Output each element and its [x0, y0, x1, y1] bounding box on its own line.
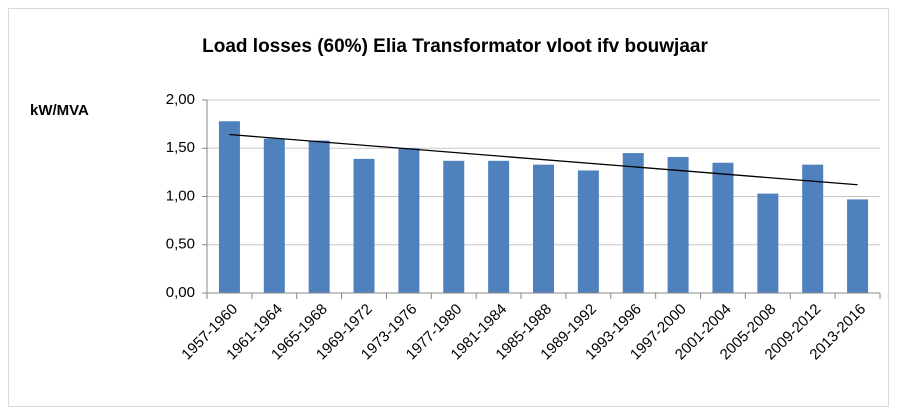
bar: [488, 160, 510, 293]
bar: [533, 164, 554, 293]
bar: [847, 199, 869, 293]
bar: [577, 170, 599, 293]
y-tick-label: 0,00: [166, 284, 195, 301]
bar: [757, 193, 779, 293]
y-tick-label: 1,50: [166, 139, 195, 156]
bar: [218, 121, 240, 293]
bar: [398, 148, 420, 293]
bar: [353, 158, 375, 293]
bar: [712, 162, 734, 293]
chart-title: Load losses (60%) Elia Transformator vlo…: [202, 36, 708, 57]
bar: [802, 164, 824, 293]
bar: [443, 160, 465, 293]
y-tick-label: 0,50: [166, 236, 195, 253]
bar: [263, 138, 285, 293]
y-axis-label: kW/MVA: [30, 102, 89, 119]
bar: [308, 140, 330, 293]
trendline: [229, 133, 858, 186]
y-tick-label: 2,00: [166, 91, 195, 108]
bar: [622, 153, 644, 293]
y-tick-label: 1,00: [166, 187, 195, 204]
bar: [667, 156, 689, 293]
